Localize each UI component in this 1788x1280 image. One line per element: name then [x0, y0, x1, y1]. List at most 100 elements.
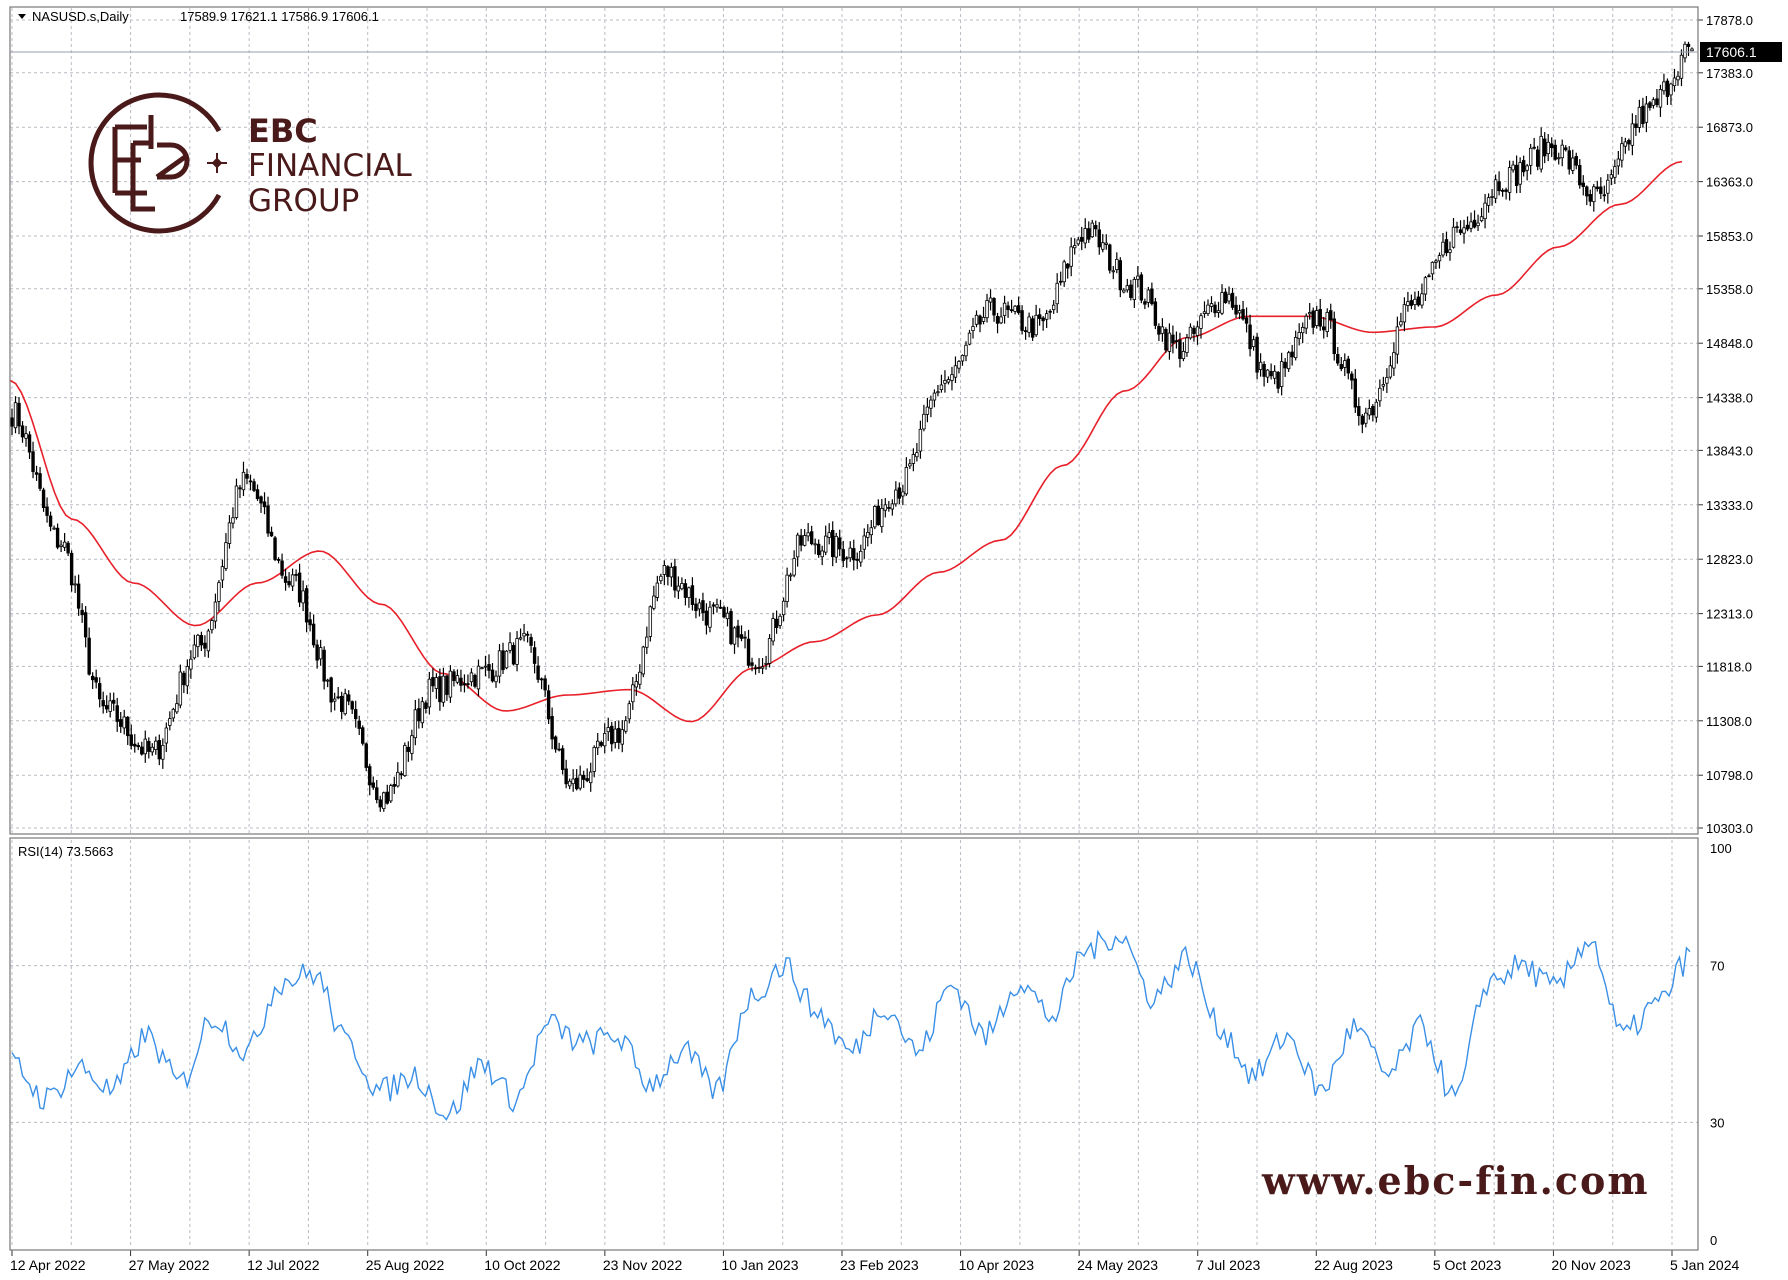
candle-body	[855, 558, 859, 561]
candle-body	[238, 487, 242, 490]
candle-body	[417, 708, 421, 722]
candle-body	[129, 734, 133, 746]
candle-body	[1276, 372, 1280, 389]
candle-body	[1588, 194, 1592, 202]
time-tick-label: 12 Apr 2022	[10, 1257, 86, 1273]
candle-body	[1129, 284, 1133, 298]
candle-body	[687, 587, 691, 598]
candle-body	[1413, 298, 1417, 305]
candle-body	[164, 727, 169, 744]
candle-body	[45, 506, 49, 516]
candle-body	[1041, 317, 1045, 322]
candle-body	[462, 683, 467, 686]
candle-body	[715, 604, 719, 608]
candle-body	[680, 583, 684, 590]
candle-body	[1571, 157, 1575, 171]
candle-body	[241, 471, 246, 491]
candle-body	[764, 662, 768, 665]
price-panel-frame	[9, 6, 1699, 835]
time-tick-label: 24 May 2023	[1077, 1257, 1158, 1273]
time-tick-label: 10 Oct 2022	[484, 1257, 560, 1273]
candle-body	[17, 402, 21, 427]
candle-body	[974, 314, 979, 325]
candle-body	[795, 534, 800, 558]
candle-body	[1672, 77, 1677, 87]
candle-body	[438, 676, 442, 703]
candle-body	[729, 611, 733, 645]
candle-body	[1164, 328, 1168, 351]
candle-body	[880, 508, 884, 528]
time-tick-label: 10 Apr 2023	[959, 1257, 1035, 1273]
candle-body	[347, 694, 351, 702]
candle-body	[1255, 336, 1259, 373]
candle-body	[87, 637, 91, 675]
candle-body	[648, 606, 653, 637]
candle-body	[1044, 313, 1049, 320]
candle-body	[1581, 182, 1585, 187]
candle-body	[781, 600, 786, 616]
candle-body	[1585, 186, 1589, 197]
logo-line-group: GROUP	[248, 183, 360, 219]
candle-body	[1409, 300, 1414, 306]
candle-body	[1329, 310, 1333, 321]
candle-body	[1416, 296, 1421, 306]
candle-body	[252, 481, 256, 491]
candle-body	[31, 451, 35, 473]
candle-body	[336, 696, 340, 699]
candle-body	[1237, 310, 1242, 314]
price-tick-label: 15358.0	[1706, 282, 1753, 297]
candle-body	[778, 615, 782, 626]
candle-body	[1097, 229, 1101, 248]
candle-body	[718, 606, 723, 609]
candle-body	[301, 590, 305, 604]
candle-body	[504, 650, 509, 669]
candle-body	[999, 316, 1003, 324]
candle-body	[501, 650, 505, 671]
candle-body	[1346, 358, 1350, 374]
candle-body	[1055, 282, 1059, 305]
candle-body	[1139, 274, 1144, 301]
candle-body	[887, 507, 891, 509]
candle-body	[357, 720, 361, 729]
candle-body	[55, 527, 60, 548]
rsi-tick-label: 0	[1710, 1233, 1717, 1248]
candle-body	[578, 774, 582, 789]
candle-body	[1665, 80, 1670, 97]
candle-body	[227, 522, 232, 544]
candle-body	[1080, 236, 1084, 242]
candle-body	[753, 667, 758, 670]
candle-body	[1455, 226, 1459, 229]
candle-body	[410, 735, 414, 754]
candle-body	[1444, 239, 1449, 254]
candle-body	[1181, 351, 1186, 360]
time-tick-label: 10 Jan 2023	[721, 1257, 798, 1273]
candle-body	[711, 604, 716, 607]
candle-body	[1542, 138, 1547, 157]
candle-body	[452, 671, 456, 681]
candle-body	[1111, 270, 1115, 273]
candle-body	[175, 703, 179, 713]
candle-body	[199, 635, 204, 646]
candle-body	[1234, 304, 1238, 315]
candle-body	[38, 473, 42, 489]
price-tick-label: 13333.0	[1706, 498, 1753, 513]
candle-body	[1258, 361, 1263, 370]
candle-body	[739, 634, 744, 639]
candle-body	[157, 740, 162, 760]
candle-body	[1469, 221, 1473, 229]
candle-body	[873, 505, 877, 528]
candle-body	[69, 552, 74, 586]
candle-body	[1199, 315, 1203, 329]
candle-body	[322, 649, 326, 682]
candle-body	[1030, 318, 1035, 338]
candle-body	[248, 480, 253, 483]
candle-body	[624, 720, 628, 732]
candle-body	[1150, 288, 1154, 305]
collapse-triangle-icon[interactable]	[18, 14, 26, 19]
candle-body	[581, 774, 586, 780]
candle-body	[1315, 310, 1319, 326]
candle-body	[950, 374, 954, 381]
candle-body	[466, 683, 470, 686]
candle-body	[525, 633, 530, 636]
candle-body	[1550, 143, 1554, 149]
